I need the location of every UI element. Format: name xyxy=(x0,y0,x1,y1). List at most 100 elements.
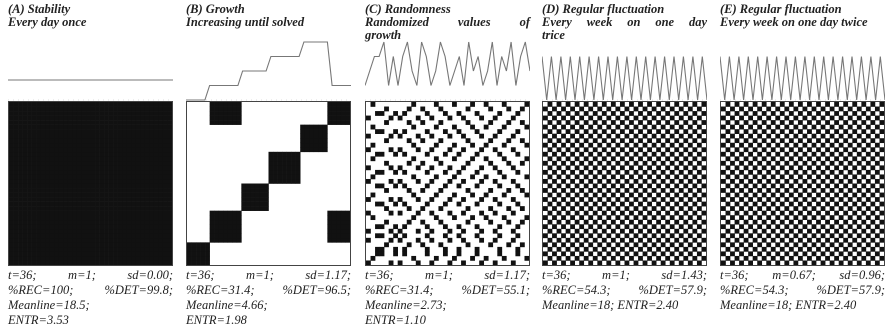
recurrence-point xyxy=(40,237,46,243)
recurrence-point xyxy=(687,260,693,265)
recurrence-point xyxy=(9,242,14,248)
recurrence-point xyxy=(402,224,408,230)
recurrence-point xyxy=(743,129,749,134)
recurrence-point xyxy=(295,151,301,157)
recurrence-point xyxy=(788,156,794,162)
recurrence-point xyxy=(90,165,96,171)
recurrence-point xyxy=(766,260,772,265)
recurrence-point xyxy=(135,210,141,216)
recurrence-point xyxy=(131,138,137,144)
recurrence-point xyxy=(570,169,575,175)
recurrence-point xyxy=(9,233,14,239)
recurrence-point xyxy=(633,124,639,130)
recurrence-point xyxy=(452,156,457,162)
recurrence-point xyxy=(27,255,32,261)
recurrence-point xyxy=(209,215,215,221)
recurrence-point xyxy=(104,237,109,243)
recurrence-point xyxy=(665,120,671,125)
recurrence-point xyxy=(497,111,503,116)
panel-title-line: (B) Growth xyxy=(186,2,245,16)
series-line xyxy=(542,56,707,101)
recurrence-point xyxy=(95,115,100,121)
recurrence-point xyxy=(9,215,14,221)
recurrence-point xyxy=(158,242,164,248)
recurrence-point xyxy=(345,224,350,230)
recurrence-point xyxy=(829,106,835,112)
recurrence-point xyxy=(22,246,28,252)
recurrence-point xyxy=(144,237,150,243)
recurrence-point xyxy=(797,120,803,125)
recurrence-point xyxy=(54,206,60,211)
recurrence-point xyxy=(696,242,702,248)
recurrence-point xyxy=(36,106,41,112)
recurrence-point xyxy=(725,156,731,162)
recurrence-point xyxy=(379,246,385,252)
recurrence-point xyxy=(619,255,625,261)
recurrence-point xyxy=(393,169,398,175)
recurrence-point xyxy=(834,201,840,207)
recurrence-point xyxy=(547,156,553,162)
recurrence-point xyxy=(597,197,603,202)
recurrence-point xyxy=(393,224,398,230)
recurrence-point xyxy=(856,251,862,257)
recurrence-point xyxy=(135,169,141,175)
recurrence-point xyxy=(784,106,790,112)
recurrence-point xyxy=(692,147,698,153)
recurrence-point xyxy=(811,233,817,239)
recurrence-point xyxy=(592,165,598,171)
recurrence-point xyxy=(730,206,735,211)
recurrence-point xyxy=(40,224,46,230)
recurrence-point xyxy=(406,188,412,193)
recurrence-point xyxy=(167,242,172,248)
recurrence-point xyxy=(784,197,790,202)
recurrence-point xyxy=(829,197,835,202)
recurrence-point xyxy=(651,188,657,193)
recurrence-point xyxy=(58,142,64,148)
recurrence-point xyxy=(802,142,808,148)
recurrence-point xyxy=(610,147,616,153)
recurrence-point xyxy=(597,242,603,248)
recurrence-point xyxy=(701,165,706,171)
recurrence-point xyxy=(167,224,172,230)
recurrence-point xyxy=(85,178,91,184)
recurrence-point xyxy=(99,165,105,171)
recurrence-point xyxy=(775,133,781,139)
recurrence-point xyxy=(113,219,118,225)
recurrence-point xyxy=(384,160,389,166)
recurrence-point xyxy=(816,120,821,125)
recurrence-point xyxy=(31,188,37,193)
recurrence-point xyxy=(259,206,265,211)
recurrence-point xyxy=(838,178,844,184)
recurrence-point xyxy=(597,160,603,166)
recurrence-point xyxy=(191,242,197,248)
recurrence-point xyxy=(36,188,41,193)
recurrence-point xyxy=(761,120,767,125)
recurrence-point xyxy=(651,233,657,239)
recurrence-point xyxy=(191,246,197,252)
recurrence-point xyxy=(63,142,69,148)
recurrence-point xyxy=(615,197,621,202)
recurrence-point xyxy=(865,251,871,257)
recurrence-point xyxy=(393,233,398,239)
recurrence-point xyxy=(515,111,521,116)
recurrence-point xyxy=(241,197,247,202)
recurrence-point xyxy=(479,210,485,216)
recurrence-point xyxy=(757,169,763,175)
recurrence-point xyxy=(384,120,389,125)
recurrence-point xyxy=(674,147,680,153)
recurrence-point xyxy=(807,255,812,261)
recurrence-point xyxy=(847,215,853,221)
recurrence-point xyxy=(874,251,880,257)
recurrence-point xyxy=(149,151,155,157)
recurrence-point xyxy=(304,147,310,153)
recurrence-point xyxy=(642,151,648,157)
recurrence-point xyxy=(9,188,14,193)
recurrence-point xyxy=(54,255,60,261)
recurrence-point xyxy=(510,115,516,121)
recurrence-point xyxy=(825,120,830,125)
recurrence-point xyxy=(420,138,426,144)
recurrence-point xyxy=(656,120,662,125)
recurrence-point xyxy=(624,206,630,211)
recurrence-point xyxy=(149,246,155,252)
recurrence-point xyxy=(725,111,731,116)
